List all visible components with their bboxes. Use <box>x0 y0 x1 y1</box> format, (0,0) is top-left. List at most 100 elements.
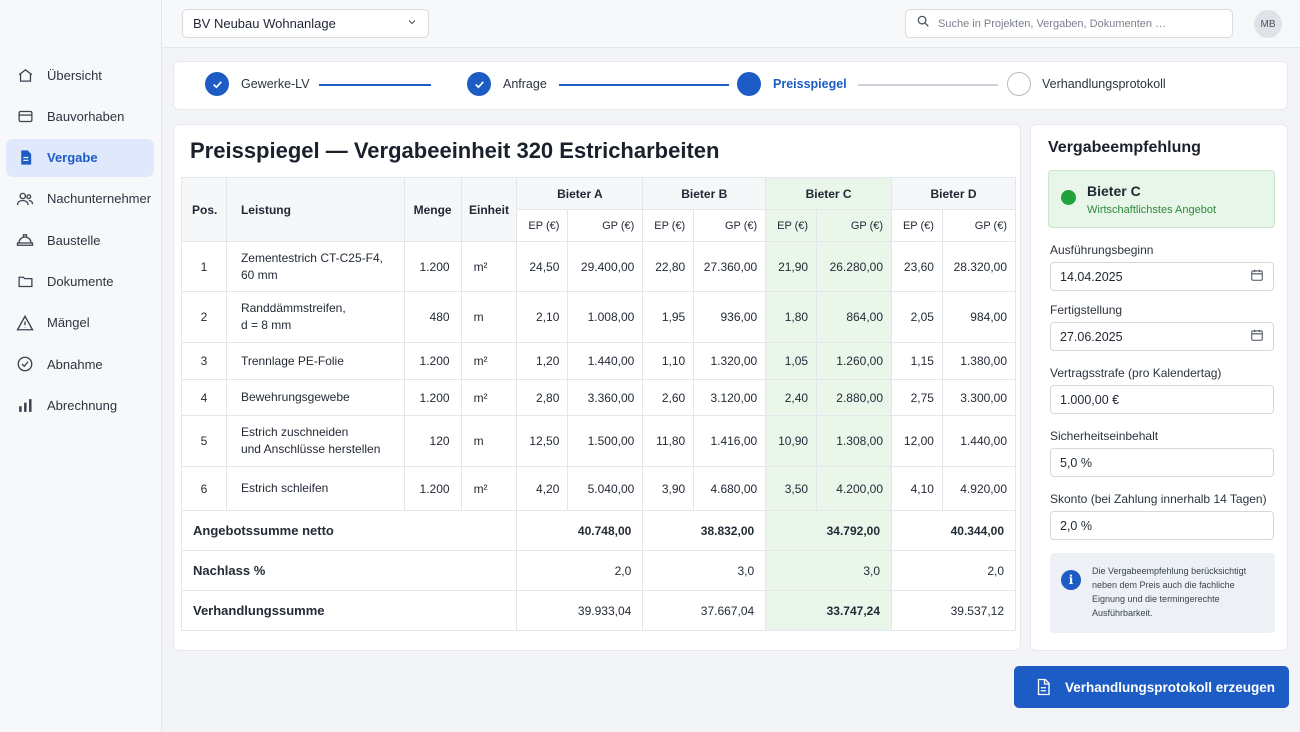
sidebar-item-label: Abnahme <box>47 356 103 372</box>
field-value: 5,0 % <box>1060 455 1092 470</box>
sidebar-item-baustelle[interactable]: Baustelle <box>6 221 154 259</box>
cell-menge: 1.200 <box>403 379 462 416</box>
table-row: 1 Zementestrich CT-C25-F4, 60 mm 1.200 m² 24,… <box>181 241 1017 292</box>
document-icon <box>16 149 34 167</box>
price-comparison-table: Pos. Leistung Menge Einheit Bieter A Bie… <box>180 177 1017 631</box>
calendar-icon[interactable] <box>1250 268 1264 285</box>
sidebar-item-nachunternehmer[interactable]: Nachunternehmer <box>6 180 154 218</box>
col-header-ep: EP (€) <box>765 209 818 242</box>
skonto-field[interactable]: 2,0 % <box>1050 511 1274 540</box>
summary-value: 2,0 <box>516 550 644 591</box>
table-row: 5 Estrich zuschneiden und Anschlüsse herst… <box>181 415 1017 467</box>
col-header-pos: Pos. <box>181 177 227 242</box>
table-row: 3 Trennlage PE-Folie 1.200 m² 1,20 1.440,00 1,… <box>181 342 1017 380</box>
summary-value: 34.792,00 <box>765 510 893 551</box>
project-select[interactable]: BV Neubau Wohnanlage <box>182 9 429 38</box>
status-dot-icon <box>1061 190 1076 205</box>
summary-label: Verhandlungssumme <box>180 590 518 631</box>
step-preisspiegel[interactable]: Preisspiegel <box>773 77 847 91</box>
cell-ep: 4,20 <box>516 466 569 511</box>
sidebar-item-vergabe[interactable]: Vergabe <box>6 138 154 177</box>
table-row: 2 Randdämmstreifen, d = 8 mm 480 m 2,10 1.008,… <box>181 291 1017 343</box>
warning-icon <box>16 314 34 332</box>
ausfuehrungsbeginn-date-field[interactable]: 14.04.2025 <box>1050 262 1274 291</box>
field-label-vertragsstrafe: Vertragsstrafe (pro Kalendertag) <box>1050 366 1222 380</box>
step-connector <box>858 84 998 86</box>
sicherheitseinbehalt-field[interactable]: 5,0 % <box>1050 448 1274 477</box>
cell-gp: 936,00 <box>693 291 767 343</box>
cell-ep: 2,75 <box>891 379 943 416</box>
cell-menge: 120 <box>403 415 462 467</box>
page-title: Preisspiegel — Vergabeeinheit 320 Estric… <box>190 138 720 163</box>
sidebar-item-maengel[interactable]: Mängel <box>6 304 154 342</box>
cell-gp: 3.300,00 <box>941 379 1017 416</box>
cell-ep: 12,50 <box>516 415 569 467</box>
leistung-line: Trennlage PE-Folie <box>240 353 344 368</box>
leistung-line: Bewehrungsgewebe <box>240 390 350 404</box>
process-stepper: Gewerke-LV Anfrage Preisspiegel Verhandl… <box>173 61 1288 110</box>
field-value: 27.06.2025 <box>1060 329 1123 344</box>
step-done-icon <box>467 72 491 96</box>
recommended-bidder-reason: Wirtschaftlichstes Angebot <box>1087 204 1217 216</box>
cell-gp: 2.880,00 <box>816 379 893 416</box>
field-label-ausfuehrungsbeginn: Ausführungsbeginn <box>1050 243 1154 257</box>
leistung-line: Randdämmstreifen, <box>240 301 346 315</box>
cell-gp: 5.040,00 <box>567 466 644 511</box>
cell-ep: 21,90 <box>765 241 818 292</box>
step-anfrage[interactable]: Anfrage <box>503 77 547 91</box>
cell-pos: 5 <box>181 415 227 467</box>
sidebar-item-abrechnung[interactable]: Abrechnung <box>6 386 154 424</box>
sidebar-item-bauvorhaben[interactable]: Bauvorhaben <box>6 97 154 135</box>
field-value: 2,0 % <box>1060 518 1092 533</box>
cell-ep: 1,10 <box>642 342 695 380</box>
sidebar-nav: Übersicht Bauvorhaben Vergabe Nachuntern… <box>6 56 154 428</box>
col-header-einheit: Einheit <box>460 177 518 242</box>
bidder-header-a: Bieter A <box>516 177 644 210</box>
vertragsstrafe-field[interactable]: 1.000,00 € <box>1050 385 1274 414</box>
summary-value: 39.537,12 <box>891 590 1016 631</box>
summary-value: 38.832,00 <box>642 510 767 551</box>
cell-einheit: m² <box>460 379 518 416</box>
chevron-down-icon <box>406 16 418 31</box>
sidebar-item-abnahme[interactable]: Abnahme <box>6 345 154 383</box>
step-verhandlungsprotokoll[interactable]: Verhandlungsprotokoll <box>1042 77 1166 91</box>
cell-gp: 1.308,00 <box>816 415 893 467</box>
cell-ep: 1,05 <box>765 342 818 380</box>
step-done-icon <box>205 72 229 96</box>
search-input[interactable] <box>938 17 1218 30</box>
step-gewerke-lv[interactable]: Gewerke-LV <box>241 77 310 91</box>
sidebar-item-dokumente[interactable]: Dokumente <box>6 262 154 300</box>
step-connector <box>319 84 431 86</box>
col-header-ep: EP (€) <box>891 209 943 242</box>
calendar-icon[interactable] <box>1250 328 1264 345</box>
cell-ep: 1,80 <box>765 291 818 343</box>
col-header-gp: GP (€) <box>567 209 644 242</box>
cell-leistung: Zementestrich CT-C25-F4, 60 mm <box>225 241 405 292</box>
step-current-icon <box>737 72 761 96</box>
bidder-header-b: Bieter B <box>642 177 767 210</box>
folder-icon <box>16 272 34 290</box>
cell-gp: 1.380,00 <box>941 342 1017 380</box>
cell-gp: 4.200,00 <box>816 466 893 511</box>
summary-row-nachlass: Nachlass % 2,0 3,0 3,0 2,0 <box>180 550 1016 591</box>
cell-gp: 29.400,00 <box>567 241 644 292</box>
leistung-line: Zementestrich CT-C25-F4, <box>240 250 383 265</box>
fertigstellung-date-field[interactable]: 27.06.2025 <box>1050 322 1274 351</box>
generate-protocol-button[interactable]: Verhandlungsprotokoll erzeugen <box>1014 666 1289 708</box>
cell-einheit: m <box>460 291 518 343</box>
info-icon: i <box>1061 570 1081 590</box>
cell-einheit: m² <box>460 342 518 380</box>
cell-pos: 1 <box>181 241 227 292</box>
cell-ep: 22,80 <box>642 241 695 292</box>
avatar[interactable]: MB <box>1254 10 1282 38</box>
cell-ep: 1,15 <box>891 342 943 380</box>
cell-ep: 2,05 <box>891 291 943 343</box>
cell-pos: 4 <box>181 379 227 416</box>
sidebar-item-label: Baustelle <box>47 232 101 248</box>
cell-pos: 6 <box>181 466 227 511</box>
cell-ep: 1,20 <box>516 342 569 380</box>
col-header-gp: GP (€) <box>941 209 1017 242</box>
sidebar-item-label: Mängel <box>47 315 90 331</box>
cell-gp: 3.120,00 <box>693 379 767 416</box>
sidebar-item-uebersicht[interactable]: Übersicht <box>6 56 154 94</box>
